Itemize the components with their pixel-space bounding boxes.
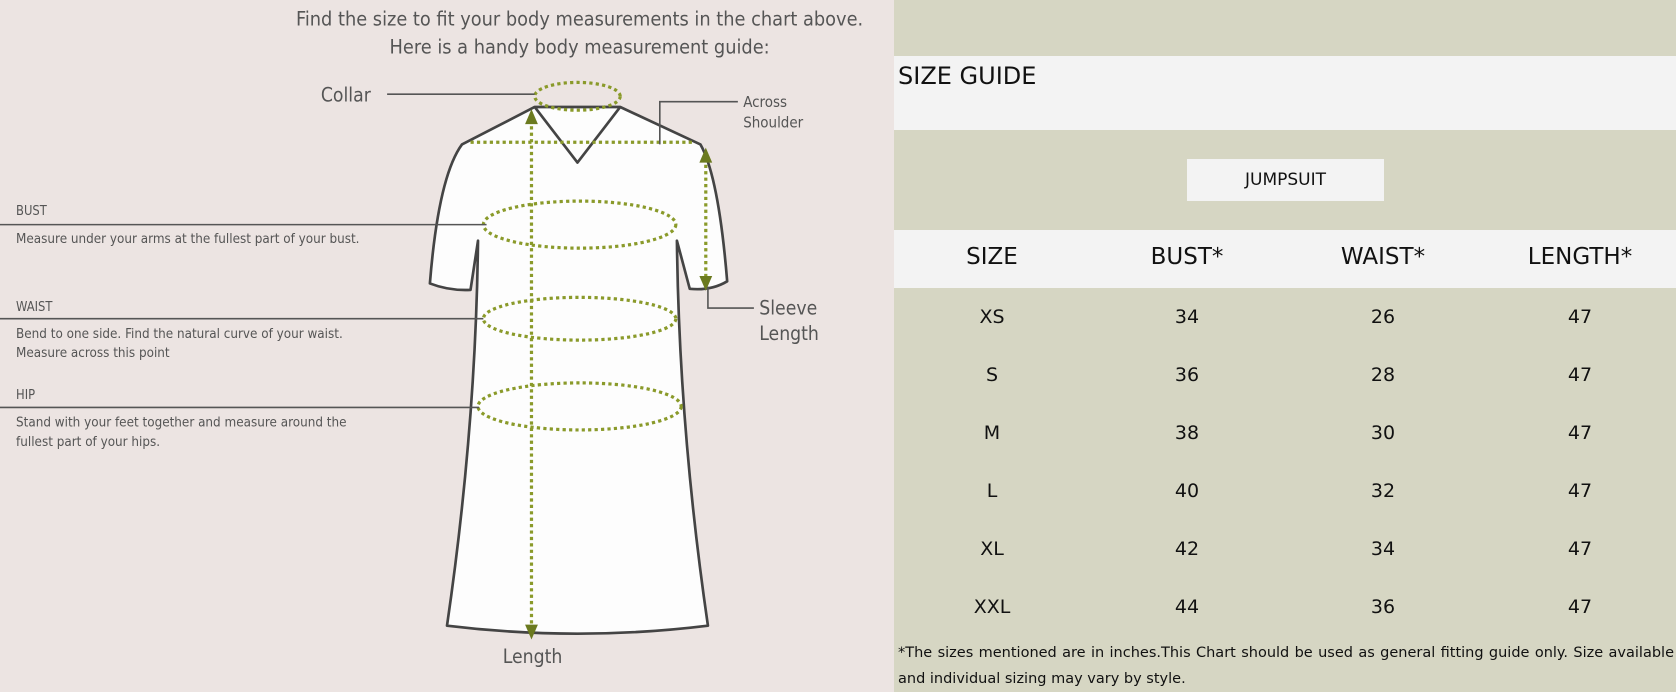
length-label: Length bbox=[503, 645, 563, 668]
size-guide-panel: SIZE GUIDE JUMPSUIT SIZE BUST* WAIST* LE… bbox=[894, 0, 1676, 692]
bust-label: BUST bbox=[16, 204, 48, 219]
cell-size: M bbox=[983, 422, 1001, 444]
leader-lines bbox=[0, 93, 754, 409]
table-row: XL 42 34 47 bbox=[894, 522, 1676, 580]
collar-label: Collar bbox=[321, 84, 372, 107]
cell-bust: 40 bbox=[1174, 480, 1200, 502]
arrow-heads bbox=[525, 109, 713, 640]
size-guide-title: SIZE GUIDE bbox=[898, 62, 1037, 90]
title-band: SIZE GUIDE bbox=[894, 56, 1676, 130]
table-row: M 38 30 47 bbox=[894, 406, 1676, 464]
cell-bust: 36 bbox=[1174, 364, 1200, 386]
category-label: JUMPSUIT bbox=[1187, 159, 1384, 201]
cell-length: 47 bbox=[1567, 422, 1593, 444]
table-row: L 40 32 47 bbox=[894, 464, 1676, 522]
measurement-guide: Find the size to fit your body measureme… bbox=[0, 0, 894, 692]
cell-size: XXL bbox=[973, 596, 1011, 618]
guide-title-line1: Find the size to fit your body measureme… bbox=[296, 8, 863, 31]
footnote: *The sizes mentioned are in inches.This … bbox=[898, 645, 1674, 687]
table-header: SIZE BUST* WAIST* LENGTH* bbox=[894, 230, 1676, 288]
cell-size: XL bbox=[980, 538, 1004, 560]
cell-length: 47 bbox=[1567, 480, 1593, 502]
table-row: XXL 44 36 47 bbox=[894, 580, 1676, 638]
header-waist: WAIST* bbox=[1340, 244, 1426, 270]
cell-length: 47 bbox=[1567, 364, 1593, 386]
cell-bust: 42 bbox=[1174, 538, 1200, 560]
cell-waist: 26 bbox=[1370, 306, 1396, 328]
cell-waist: 34 bbox=[1370, 538, 1396, 560]
across-label-1: Across bbox=[743, 93, 787, 111]
sleeve-label-2: Length bbox=[759, 322, 819, 345]
header-size: SIZE bbox=[966, 244, 1018, 270]
waist-text-1: Bend to one side. Find the natural curve… bbox=[16, 327, 343, 342]
guide-title-line2: Here is a handy body measurement guide: bbox=[390, 36, 770, 59]
cell-waist: 36 bbox=[1370, 596, 1396, 618]
header-bust: BUST* bbox=[1150, 244, 1224, 270]
hip-text-2: fullest part of your hips. bbox=[16, 435, 160, 450]
hip-label: HIP bbox=[16, 388, 35, 403]
waist-label: WAIST bbox=[16, 300, 53, 315]
cell-length: 47 bbox=[1567, 306, 1593, 328]
cell-waist: 30 bbox=[1370, 422, 1396, 444]
hip-text-1: Stand with your feet together and measur… bbox=[16, 416, 346, 431]
cell-bust: 44 bbox=[1174, 596, 1200, 618]
waist-text-2: Measure across this point bbox=[16, 346, 170, 361]
garment-diagram: Find the size to fit your body measureme… bbox=[0, 8, 863, 668]
table-row: XS 34 26 47 bbox=[894, 290, 1676, 348]
table-row: S 36 28 47 bbox=[894, 348, 1676, 406]
cell-size: S bbox=[985, 364, 999, 386]
cell-bust: 38 bbox=[1174, 422, 1200, 444]
cell-length: 47 bbox=[1567, 596, 1593, 618]
cell-size: L bbox=[986, 480, 998, 502]
cell-waist: 32 bbox=[1370, 480, 1396, 502]
across-label-2: Shoulder bbox=[743, 113, 803, 131]
cell-waist: 28 bbox=[1370, 364, 1396, 386]
cell-size: XS bbox=[979, 306, 1005, 328]
header-length: LENGTH* bbox=[1527, 244, 1633, 270]
bust-text: Measure under your arms at the fullest p… bbox=[16, 232, 359, 247]
cell-bust: 34 bbox=[1174, 306, 1200, 328]
cell-length: 47 bbox=[1567, 538, 1593, 560]
sleeve-label-1: Sleeve bbox=[759, 296, 817, 319]
dress-outline bbox=[428, 105, 729, 635]
